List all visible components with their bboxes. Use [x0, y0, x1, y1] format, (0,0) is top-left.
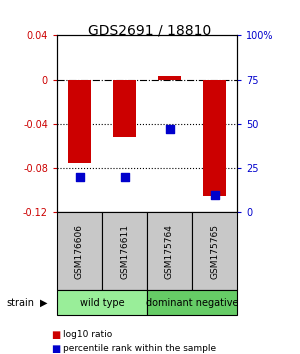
Point — [212, 192, 217, 198]
Text: dominant negative: dominant negative — [146, 298, 238, 308]
Text: ▶: ▶ — [40, 298, 47, 308]
Text: GSM176611: GSM176611 — [120, 224, 129, 279]
Text: wild type: wild type — [80, 298, 124, 308]
Bar — [57, 212, 102, 290]
Bar — [57, 290, 147, 315]
Text: GSM176606: GSM176606 — [75, 224, 84, 279]
Text: ■: ■ — [51, 344, 60, 354]
Text: percentile rank within the sample: percentile rank within the sample — [63, 344, 216, 353]
Point — [77, 174, 82, 180]
Bar — [68, 80, 91, 162]
Bar — [203, 80, 226, 196]
Text: GDS2691 / 18810: GDS2691 / 18810 — [88, 23, 212, 37]
Text: GSM175765: GSM175765 — [210, 224, 219, 279]
Bar — [102, 212, 147, 290]
Point — [167, 126, 172, 132]
Text: GSM175764: GSM175764 — [165, 224, 174, 279]
Bar — [158, 76, 181, 80]
Point — [122, 174, 127, 180]
Text: log10 ratio: log10 ratio — [63, 330, 112, 339]
Bar — [192, 212, 237, 290]
Text: ■: ■ — [51, 330, 60, 339]
Bar — [147, 212, 192, 290]
Text: strain: strain — [6, 298, 34, 308]
Bar — [147, 290, 237, 315]
Bar — [113, 80, 136, 137]
